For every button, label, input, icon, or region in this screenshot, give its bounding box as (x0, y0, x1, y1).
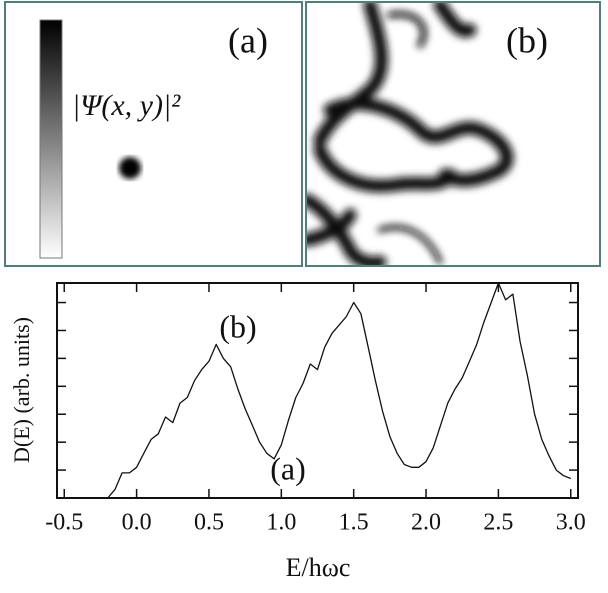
plot-frame (56, 282, 579, 499)
annotation: (a) (270, 450, 306, 486)
dos-line (107, 282, 572, 499)
colorbar-label: |Ψ(x, y)|² (72, 89, 181, 122)
x-tick-label: 2.5 (483, 510, 513, 536)
x-tick-label: 1.5 (339, 510, 369, 536)
x-tick-label: 2.0 (411, 510, 441, 536)
x-tick-label: 0.5 (194, 510, 224, 536)
x-tick-label: 0.0 (122, 510, 152, 536)
x-axis-label: E/hωc (286, 553, 351, 582)
panel-label: (a) (228, 20, 268, 60)
panel-label: (b) (506, 20, 548, 60)
x-tick-label: -0.5 (45, 510, 83, 536)
annotation: (b) (219, 308, 256, 344)
y-axis-label: D(E) (arb. units) (9, 317, 34, 463)
x-tick-label: 1.0 (266, 510, 296, 536)
wavefunction-spot (119, 157, 141, 179)
colorbar (39, 19, 63, 259)
wavefunction-pattern (307, 3, 514, 265)
x-tick-label: 3.0 (556, 510, 586, 536)
